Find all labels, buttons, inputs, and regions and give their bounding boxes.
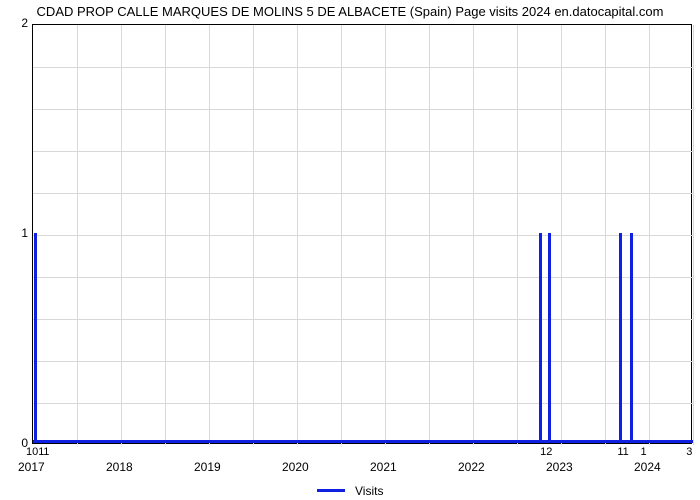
data-baseline [33, 440, 693, 443]
data-point-label: 3 [686, 446, 692, 458]
y-tick-label: 0 [4, 436, 28, 450]
legend-swatch [317, 489, 345, 492]
data-point-label: 1 [43, 446, 49, 458]
gridline-h-minor [33, 193, 693, 194]
gridline-v-mid [693, 25, 694, 445]
y-tick-label: 2 [4, 16, 28, 30]
gridline-v [121, 25, 122, 445]
gridline-h-minor [33, 319, 693, 320]
data-point-label: 11 [617, 446, 628, 458]
gridline-h-minor [33, 403, 693, 404]
gridline-v-mid [253, 25, 254, 445]
x-tick-label: 2021 [370, 460, 397, 474]
x-tick-label: 2020 [282, 460, 309, 474]
data-spike [34, 233, 37, 443]
gridline-v-mid [165, 25, 166, 445]
chart-title: CDAD PROP CALLE MARQUES DE MOLINS 5 DE A… [0, 4, 700, 19]
gridline-h-minor [33, 277, 693, 278]
gridline-v-mid [605, 25, 606, 445]
gridline-v [473, 25, 474, 445]
data-point-label: 101 [26, 446, 44, 458]
gridline-v [561, 25, 562, 445]
data-spike [630, 233, 633, 443]
data-spike [619, 233, 622, 443]
gridline-h-minor [33, 67, 693, 68]
gridline-v [209, 25, 210, 445]
gridline-v [297, 25, 298, 445]
gridline-v-mid [429, 25, 430, 445]
data-point-label: 12 [540, 446, 552, 458]
data-spike [548, 233, 551, 443]
gridline-h-minor [33, 361, 693, 362]
gridline-v-mid [517, 25, 518, 445]
plot-area [32, 24, 692, 444]
y-tick-label: 1 [4, 226, 28, 240]
data-spike [539, 233, 542, 443]
data-point-label: 1 [641, 446, 647, 458]
gridline-h-minor [33, 151, 693, 152]
gridline-v-mid [77, 25, 78, 445]
x-tick-label: 2017 [18, 460, 45, 474]
x-tick-label: 2019 [194, 460, 221, 474]
gridline-v-mid [341, 25, 342, 445]
x-tick-label: 2023 [546, 460, 573, 474]
x-tick-label: 2024 [634, 460, 661, 474]
x-tick-label: 2022 [458, 460, 485, 474]
x-tick-label: 2018 [106, 460, 133, 474]
gridline-h [33, 235, 693, 236]
legend: Visits [0, 482, 700, 500]
gridline-v [385, 25, 386, 445]
legend-label: Visits [355, 484, 383, 498]
gridline-v [649, 25, 650, 445]
gridline-h-minor [33, 109, 693, 110]
